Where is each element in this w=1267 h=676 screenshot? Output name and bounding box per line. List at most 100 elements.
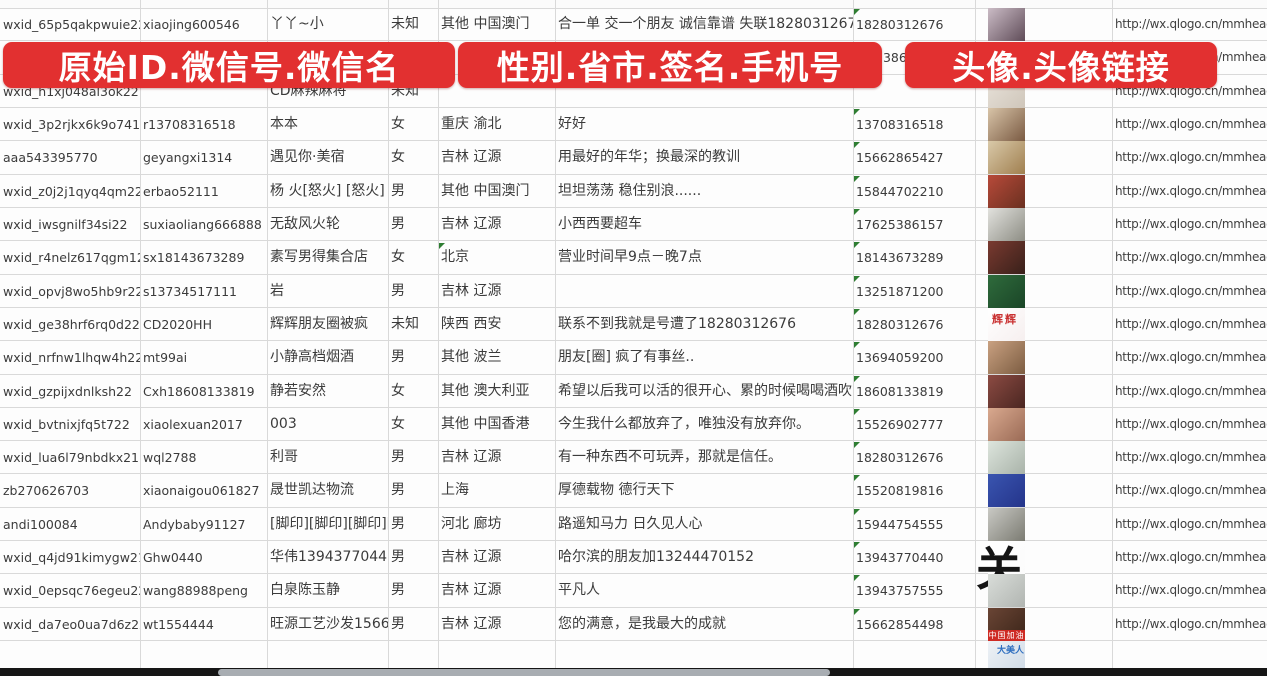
cell-gender[interactable]: 男 [391,582,405,599]
cell-wechat_id[interactable]: xiaolexuan2017 [143,416,243,432]
cell-wxid[interactable]: wxid_bvtnixjfq5t722 [3,416,130,432]
cell-wxid[interactable]: wxid_opvj8wo5hb9r22 [3,283,140,299]
cell-gender[interactable]: 男 [391,215,405,232]
cell-phone[interactable]: 18608133819 [856,383,944,399]
cell-gender[interactable]: 女 [391,149,405,166]
cell-wechat_id[interactable]: suxiaoliang666888 [143,216,262,232]
cell-gender[interactable]: 女 [391,382,405,399]
cell-gender[interactable]: 男 [391,515,405,532]
cell-phone[interactable]: 13943770440 [856,550,944,566]
cell-wechat_id[interactable]: wql2788 [143,450,197,466]
horizontal-scrollbar-thumb[interactable] [218,668,830,676]
cell-phone[interactable]: 15662854498 [856,616,944,632]
cell-region[interactable]: 河北 廊坊 [441,515,502,532]
cell-wxid[interactable]: wxid_lua6l79nbdkx21 [3,450,139,466]
cell-nickname[interactable]: 素写男得集合店 [270,249,368,266]
cell-avatar_url[interactable]: http://wx.qlogo.cn/mmhead [1115,416,1267,431]
cell-phone[interactable]: 13694059200 [856,350,944,366]
cell-avatar_url[interactable]: http://wx.qlogo.cn/mmhead [1115,350,1267,365]
cell-nickname[interactable]: 本本 [270,115,298,132]
cell-signature[interactable] [555,275,853,307]
cell-avatar_url[interactable]: http://wx.qlogo.cn/mmhead [1115,17,1267,31]
cell-wechat_id[interactable]: r13708316518 [143,116,236,132]
cell-wxid[interactable]: andi100084 [3,516,78,532]
cell-region[interactable]: 其他 中国澳门 [441,16,530,32]
cell-region[interactable]: 吉林 辽源 [441,582,502,599]
cell-wxid[interactable]: wxid_nrfnw1lhqw4h22 [3,350,140,366]
cell-gender[interactable]: 男 [391,482,405,499]
cell-nickname[interactable]: 静若安然 [270,382,326,399]
cell-nickname[interactable]: [脚印][脚印][脚印][脚印 [270,515,388,532]
cell-avatar_url[interactable]: http://wx.qlogo.cn/mmhead [1115,116,1267,131]
cell-signature[interactable]: 朋友[圈] 疯了有事丝.. [558,349,695,366]
cell-region[interactable]: 吉林 辽源 [441,215,502,232]
cell-wxid[interactable]: wxid_65p5qakpwuie22 [3,17,140,32]
cell-avatar_url[interactable]: http://wx.qlogo.cn/mmhead [1115,216,1267,231]
cell-wxid[interactable]: wxid_gzpijxdnlksh22 [3,383,132,399]
cell-wechat_id[interactable]: wt1554444 [143,616,214,632]
cell-phone[interactable]: 13708316518 [856,116,944,132]
cell-signature[interactable]: 路遥知马力 日久见人心 [558,515,703,532]
cell-phone[interactable]: 18280312676 [856,17,944,32]
cell-gender[interactable]: 男 [391,349,405,366]
cell-signature[interactable]: 联系不到我就是号遭了18280312676 [558,315,796,332]
cell-avatar_url[interactable]: http://wx.qlogo.cn/mmhead [1115,483,1267,498]
cell-region[interactable]: 重庆 渝北 [441,115,502,132]
cell-region[interactable]: 吉林 辽源 [441,149,502,166]
cell-region[interactable]: 其他 澳大利亚 [441,382,530,399]
cell-nickname[interactable]: 丫丫~小 [270,16,324,32]
cell-wechat_id[interactable]: mt99ai [143,350,188,366]
cell-gender[interactable]: 男 [391,615,405,632]
cell-phone[interactable]: 18280312676 [856,316,944,332]
cell-wechat_id[interactable]: Ghw0440 [143,550,203,566]
cell-wxid[interactable]: wxid_q4jd91kimygw21 [3,550,140,566]
cell-nickname[interactable]: 杨 火[怒火] [怒火] [270,182,385,199]
cell-phone[interactable]: 15520819816 [856,483,944,499]
cell-signature[interactable]: 坦坦荡荡 稳住别浪...... [558,182,702,199]
cell-region[interactable]: 吉林 辽源 [441,282,502,299]
cell-wxid[interactable]: wxid_ge38hrf6rq0d22 [3,316,140,332]
cell-region[interactable]: 北京 [441,249,469,266]
cell-wechat_id[interactable]: xiaojing600546 [143,17,240,32]
cell-nickname[interactable]: 无敌风火轮 [270,215,340,232]
cell-wechat_id[interactable]: erbao52111 [143,183,219,199]
cell-wxid[interactable]: wxid_3p2rjkx6k9o741 [3,116,140,132]
cell-signature[interactable]: 您的满意，是我最大的成就 [558,615,726,632]
cell-gender[interactable]: 女 [391,115,405,132]
cell-avatar_url[interactable]: http://wx.qlogo.cn/mmhead [1115,383,1267,398]
cell-nickname[interactable]: 华伟13943770440 [270,549,388,566]
cell-region[interactable]: 吉林 辽源 [441,549,502,566]
cell-wxid[interactable]: zb270626703 [3,483,90,499]
cell-wechat_id[interactable]: xiaonaigou061827 [143,483,260,499]
cell-phone[interactable]: 5386 [875,50,907,66]
cell-signature[interactable]: 有一种东西不可玩弄，那就是信任。 [558,449,782,466]
cell-wechat_id[interactable]: Cxh18608133819 [143,383,255,399]
cell-signature[interactable]: 小西西要超车 [558,215,642,232]
cell-gender[interactable]: 男 [391,182,405,199]
cell-phone[interactable]: 13251871200 [856,283,944,299]
cell-avatar_url[interactable]: http://wx.qlogo.cn/mmhead [1115,583,1267,598]
cell-nickname[interactable]: 辉辉朋友圈被疯 [270,315,368,332]
cell-region[interactable]: 其他 中国香港 [441,415,530,432]
cell-gender[interactable]: 未知 [391,16,419,32]
cell-gender[interactable]: 男 [391,282,405,299]
cell-wxid[interactable]: wxid_z0j2j1qyq4qm22 [3,183,140,199]
cell-avatar_url[interactable]: http://wx.qlogo.cn/mmhead [1115,516,1267,531]
cell-signature[interactable]: 哈尔滨的朋友加13244470152 [558,549,754,566]
cell-region[interactable]: 上海 [441,482,469,499]
cell-phone[interactable]: 15662865427 [856,150,944,166]
cell-signature[interactable]: 平凡人 [558,582,600,599]
cell-phone[interactable]: 17625386157 [856,216,944,232]
cell-gender[interactable]: 未知 [391,315,419,332]
cell-avatar_url[interactable]: http://wx.qlogo.cn/mmhead [1115,616,1267,631]
cell-avatar_url[interactable]: http://wx.qlogo.cn/mmhead [1115,283,1267,298]
cell-nickname[interactable]: 岩 [270,282,284,299]
cell-nickname[interactable]: 晟世凯达物流 [270,482,354,499]
cell-signature[interactable]: 厚德载物 德行天下 [558,482,675,499]
cell-nickname[interactable]: 旺源工艺沙发15662854 [270,615,388,632]
cell-signature[interactable]: 营业时间早9点－晚7点 [558,249,702,266]
cell-region[interactable]: 吉林 辽源 [441,615,502,632]
cell-wechat_id[interactable]: Andybaby91127 [143,516,246,532]
cell-nickname[interactable]: 遇见你·美宿 [270,149,345,166]
cell-wxid[interactable]: wxid_iwsgnilf34si22 [3,216,128,232]
